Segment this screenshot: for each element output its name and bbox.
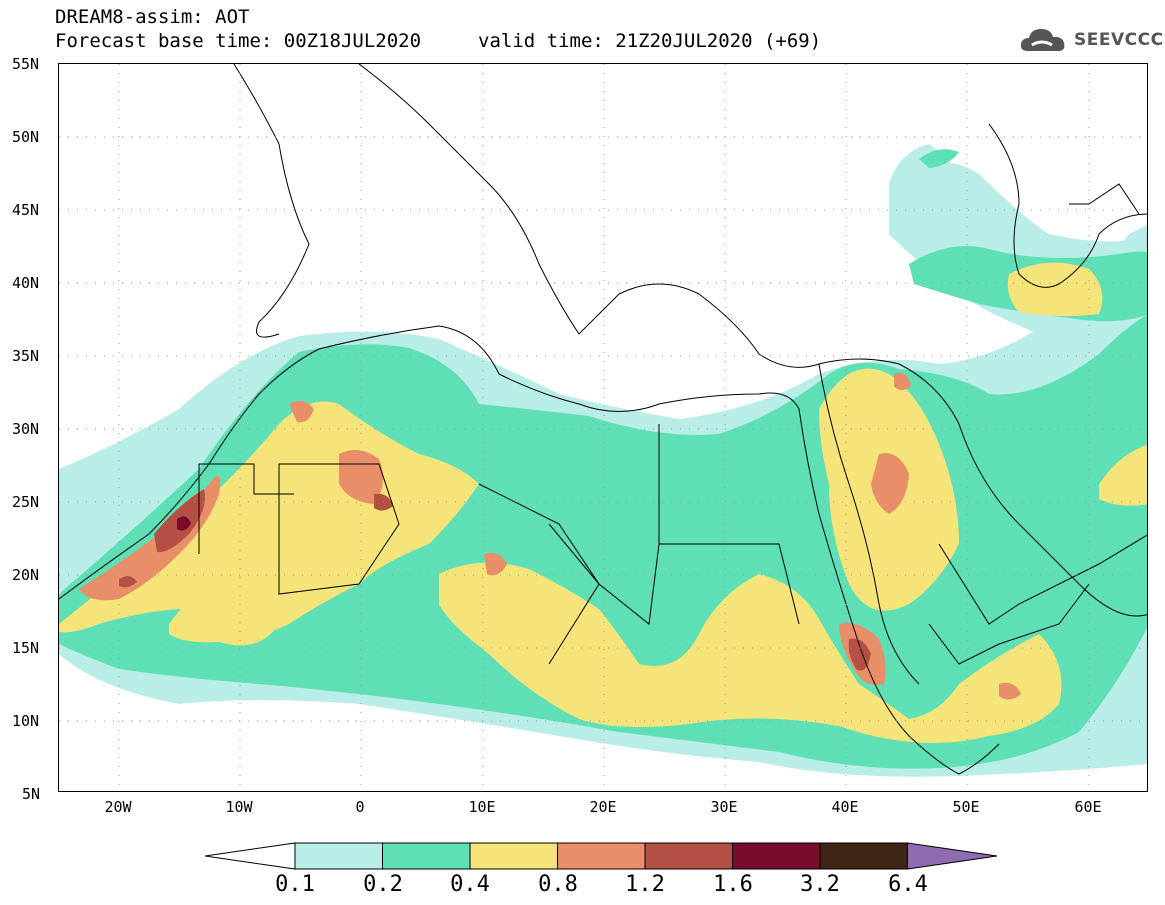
valid-time: valid time: 21Z20JUL2020 (+69) (478, 30, 822, 52)
lon-label: 0 (355, 798, 365, 816)
cloud-icon (1020, 29, 1065, 51)
colorbar-segment (205, 842, 296, 870)
lat-label: 40N (12, 274, 40, 292)
colorbar (205, 842, 998, 870)
lat-label: 10N (12, 712, 40, 730)
aot-band-1.6-3.2 (177, 516, 191, 531)
colorbar-segment (382, 842, 471, 870)
colorbar-segment (557, 842, 646, 870)
lon-label: 10W (225, 798, 253, 816)
lon-label: 50E (952, 798, 980, 816)
colorbar-segment (907, 842, 998, 870)
lat-label: 25N (12, 493, 40, 511)
colorbar-tick-label: 3.2 (800, 872, 840, 897)
coastlines-borders (59, 64, 1147, 775)
lon-label: 30E (710, 798, 738, 816)
map-panel (58, 63, 1148, 792)
lat-label: 20N (12, 566, 40, 584)
colorbar-tick-label: 0.2 (363, 872, 403, 897)
lon-label: 10E (468, 798, 496, 816)
colorbar-tick-label: 0.4 (450, 872, 490, 897)
lon-label: 20E (589, 798, 617, 816)
lat-label: 30N (12, 420, 40, 438)
lat-label: 15N (12, 639, 40, 657)
colorbar-tick-label: 0.1 (275, 872, 315, 897)
colorbar-tick-label: 1.2 (625, 872, 665, 897)
lon-label: 20W (104, 798, 132, 816)
colorbar-tick-label: 1.6 (713, 872, 753, 897)
logo-text: SEEVCCC (1074, 30, 1164, 50)
map-title: DREAM8-assim: AOT (55, 6, 250, 28)
lat-label: 55N (12, 55, 40, 73)
seevccc-logo: SEEVCCC (1018, 24, 1164, 56)
lon-label: 60E (1074, 798, 1102, 816)
colorbar-tick-label: 0.8 (538, 872, 578, 897)
colorbar-segment (294, 842, 383, 870)
colorbar-tick-label: 6.4 (888, 872, 928, 897)
colorbar-segment (469, 842, 558, 870)
lat-label: 50N (12, 128, 40, 146)
lat-label: 35N (12, 347, 40, 365)
colorbar-segment (644, 842, 733, 870)
lat-label: 5N (22, 785, 41, 803)
lat-label: 45N (12, 201, 40, 219)
forecast-base-time: Forecast base time: 00Z18JUL2020 (55, 30, 422, 52)
lon-label: 40E (831, 798, 859, 816)
aot-map (59, 64, 1147, 791)
colorbar-segment (819, 842, 908, 870)
colorbar-segment (732, 842, 821, 870)
